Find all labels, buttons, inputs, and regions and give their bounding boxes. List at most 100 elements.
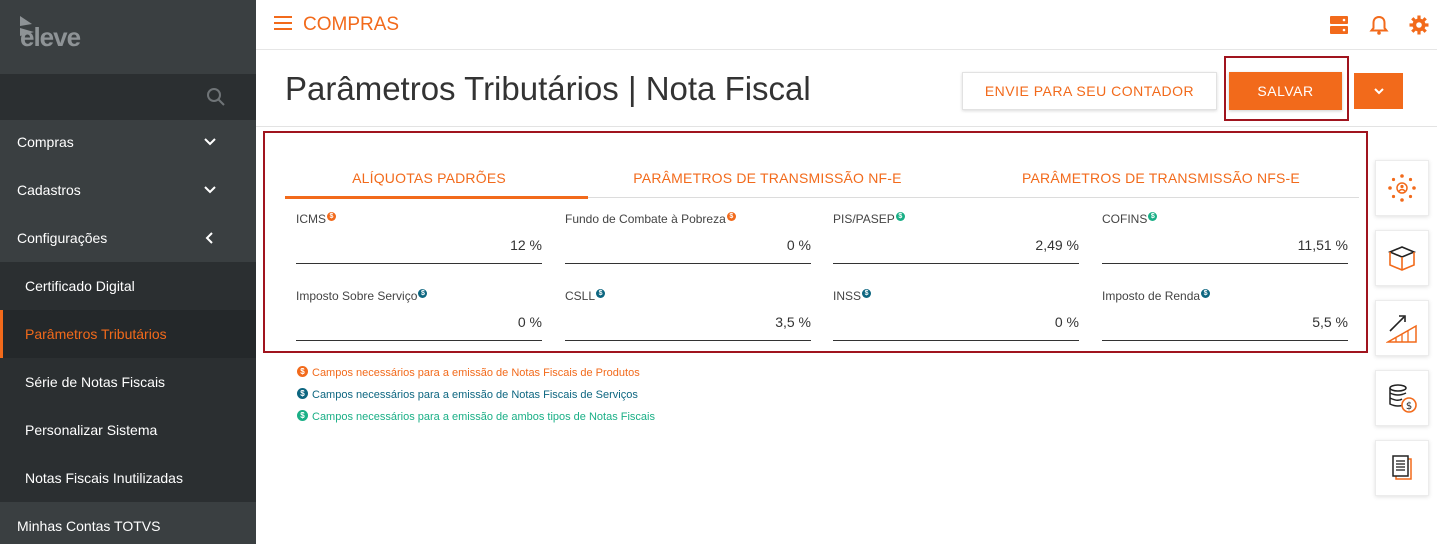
active-tab-indicator (285, 196, 588, 199)
field-label-iss: Imposto Sobre Serviço $ (296, 288, 428, 303)
sidebar-item-minhas-contas[interactable]: Minhas Contas TOTVS (0, 502, 256, 544)
module-title: COMPRAS (303, 14, 400, 35)
chevron-left-icon (205, 232, 213, 244)
send-to-accountant-button[interactable]: ENVIE PARA SEU CONTADOR (962, 72, 1217, 110)
save-button[interactable]: SALVAR (1229, 72, 1342, 110)
field-label-text: INSS (833, 289, 862, 303)
field-underline (1102, 340, 1348, 341)
pis-pasep-input[interactable]: 2,49 % (1035, 237, 1079, 253)
sidebar-item-label: Notas Fiscais Inutilizadas (25, 470, 183, 486)
dollar-badge-icon: $ (327, 211, 336, 221)
field-label-pis-pasep: PIS/PASEP $ (833, 211, 905, 226)
field-label-text: COFINS (1102, 212, 1148, 226)
sidebar-item-cadastros[interactable]: Cadastros (0, 166, 256, 214)
dollar-badge-icon: $ (1148, 211, 1158, 221)
field-underline (833, 340, 1079, 341)
server-icon[interactable] (1328, 14, 1350, 36)
sidebar-item-configuracoes[interactable]: Configurações (0, 214, 256, 262)
search-icon[interactable] (206, 87, 226, 107)
rail-documents-button[interactable] (1375, 440, 1429, 496)
legend-text: Campos necessários para a emissão de Not… (312, 367, 640, 379)
svg-text:$: $ (1406, 401, 1412, 412)
tab-parametros-nfe[interactable]: PARÂMETROS DE TRANSMISSÃO NF-E (633, 170, 902, 186)
tabs-divider (285, 197, 1359, 198)
field-label-text: Fundo de Combate à Pobreza (565, 212, 726, 226)
field-underline (296, 263, 542, 264)
tab-aliquotas-padroes[interactable]: ALÍQUOTAS PADRÕES (352, 170, 506, 186)
field-underline (833, 263, 1079, 264)
dollar-badge-icon: $ (297, 387, 308, 399)
field-label-imposto-renda: Imposto de Renda $ (1102, 288, 1211, 303)
legend-services: $ Campos necessários para a emissão de N… (297, 387, 638, 401)
dollar-badge-icon: $ (596, 288, 606, 298)
sidebar-item-label: Minhas Contas TOTVS (17, 518, 161, 534)
rail-growth-button[interactable] (1375, 300, 1429, 356)
sidebar-item-personalizar-sistema[interactable]: Personalizar Sistema (0, 406, 256, 454)
sidebar-item-label: Parâmetros Tributários (25, 326, 167, 342)
bell-icon[interactable] (1368, 14, 1390, 36)
field-label-text: CSLL (565, 289, 596, 303)
save-highlight-frame (1224, 56, 1349, 121)
card-highlight-frame (263, 131, 1368, 353)
field-label-text: ICMS (296, 212, 326, 226)
dollar-badge-icon: $ (862, 288, 872, 298)
header-divider (256, 126, 1437, 127)
inss-input[interactable]: 0 % (1054, 314, 1079, 330)
sidebar-item-label: Certificado Digital (25, 278, 135, 294)
chevron-down-icon (204, 186, 216, 194)
fcp-input[interactable]: 0 % (786, 237, 811, 253)
growth-chart-icon (1386, 315, 1417, 343)
sidebar-item-label: Cadastros (17, 182, 81, 198)
dollar-badge-icon: $ (1201, 288, 1211, 298)
sidebar-item-parametros-tributarios[interactable]: Parâmetros Tributários (0, 310, 256, 358)
chevron-down-icon (204, 138, 216, 146)
gear-icon[interactable] (1408, 14, 1430, 36)
dollar-badge-icon: $ (297, 409, 308, 421)
network-person-icon (1388, 174, 1416, 202)
coins-dollar-icon: $ (1389, 384, 1417, 413)
sidebar-item-notas-inutilizadas[interactable]: Notas Fiscais Inutilizadas (0, 454, 256, 502)
sidebar-item-certificado-digital[interactable]: Certificado Digital (0, 262, 256, 310)
field-underline (565, 263, 811, 264)
logo-text: eleve (20, 22, 81, 52)
field-underline (296, 340, 542, 341)
cofins-input[interactable]: 11,51 % (1297, 237, 1348, 253)
actions-dropdown-button[interactable] (1354, 73, 1403, 109)
legend-products: $ Campos necessários para a emissão de N… (297, 365, 640, 379)
dollar-badge-icon: $ (895, 211, 905, 221)
field-label-text: PIS/PASEP (833, 212, 895, 226)
page-title: Parâmetros Tributários | Nota Fiscal (285, 70, 811, 107)
box-icon (1387, 246, 1417, 271)
csll-input[interactable]: 3,5 % (775, 314, 811, 330)
rail-box-button[interactable] (1375, 230, 1429, 286)
field-label-inss: INSS $ (833, 288, 872, 303)
legend-both: $ Campos necessários para a emissão de a… (297, 409, 655, 423)
field-label-icms: ICMS $ (296, 211, 336, 226)
dollar-badge-icon: $ (418, 288, 428, 298)
legend-text: Campos necessários para a emissão de amb… (312, 411, 655, 423)
iss-input[interactable]: 0 % (517, 314, 542, 330)
sidebar-item-compras[interactable]: Compras (0, 118, 256, 166)
chevron-down-icon (1373, 88, 1384, 95)
field-label-csll: CSLL $ (565, 288, 606, 303)
top-bar: COMPRAS (256, 0, 1437, 50)
field-underline (1102, 263, 1348, 264)
field-label-text: Imposto de Renda (1102, 289, 1201, 303)
documents-icon (1392, 455, 1412, 480)
sidebar-item-label: Configurações (17, 230, 108, 246)
icms-input[interactable]: 12 % (510, 237, 542, 253)
field-label-text: Imposto Sobre Serviço (296, 289, 418, 303)
tab-parametros-nfse[interactable]: PARÂMETROS DE TRANSMISSÃO NFS-E (1022, 170, 1300, 186)
sidebar-item-label: Personalizar Sistema (25, 422, 158, 438)
imposto-renda-input[interactable]: 5,5 % (1312, 314, 1348, 330)
dollar-badge-icon: $ (726, 211, 736, 221)
field-label-fcp: Fundo de Combate à Pobreza $ (565, 211, 736, 226)
hamburger-menu-icon[interactable] (274, 16, 292, 30)
field-underline (565, 340, 811, 341)
rail-coins-button[interactable]: $ (1375, 370, 1429, 426)
rail-network-button[interactable] (1375, 160, 1429, 216)
sidebar-search[interactable] (0, 74, 256, 120)
dollar-badge-icon: $ (297, 365, 308, 377)
field-label-cofins: COFINS $ (1102, 211, 1158, 226)
sidebar-item-serie-notas-fiscais[interactable]: Série de Notas Fiscais (0, 358, 256, 406)
